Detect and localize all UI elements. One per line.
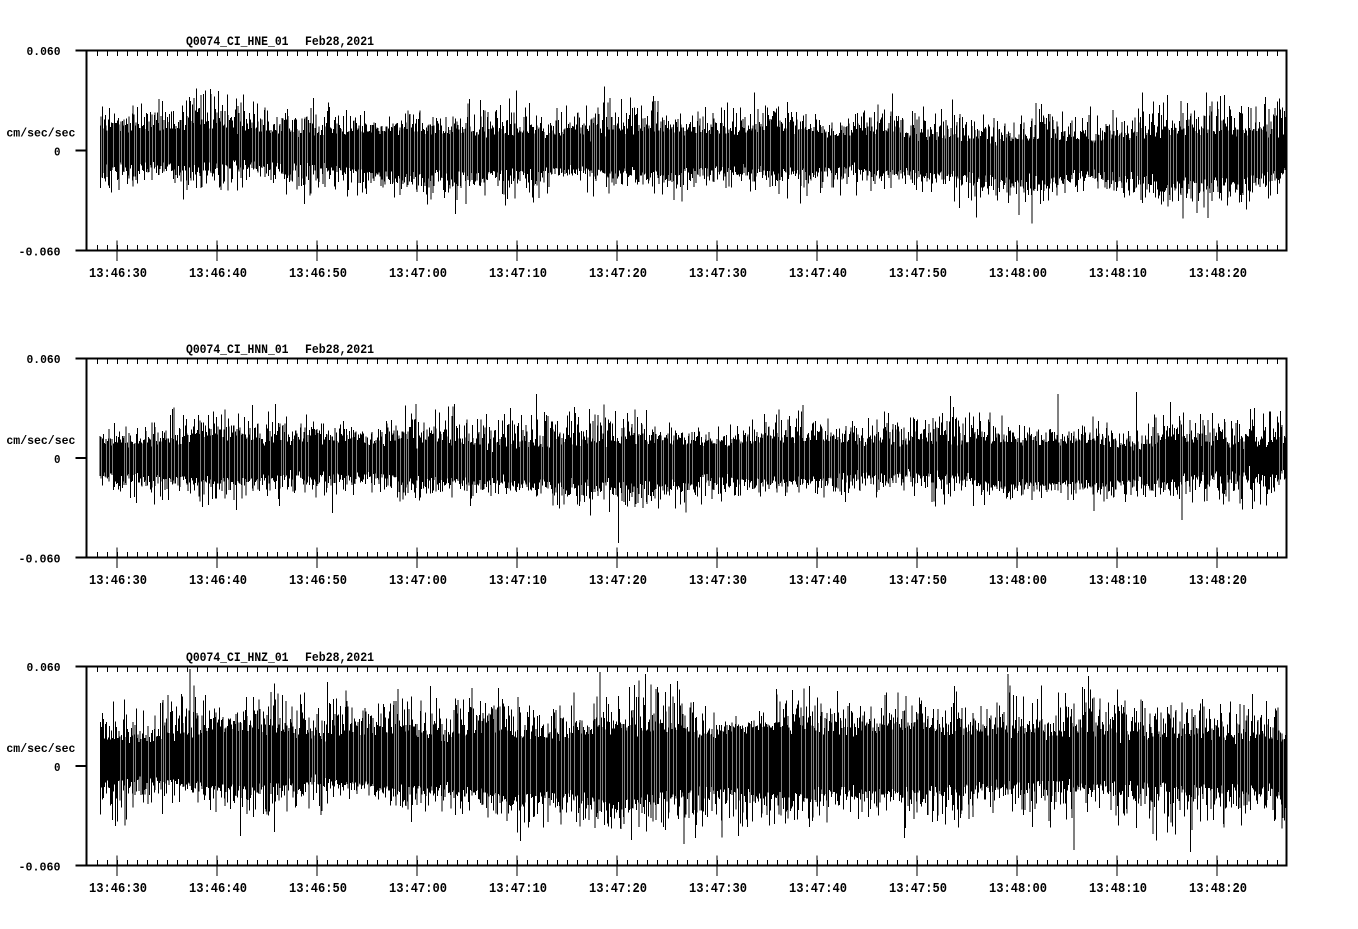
svg-text:0.060: 0.060 [27,45,61,59]
svg-text:13:47:20: 13:47:20 [589,573,647,589]
svg-text:13:48:10: 13:48:10 [1089,881,1147,897]
svg-text:13:47:10: 13:47:10 [489,881,547,897]
svg-text:Feb28,2021: Feb28,2021 [305,650,374,665]
svg-text:13:47:00: 13:47:00 [389,573,447,589]
svg-text:13:47:30: 13:47:30 [689,266,747,282]
svg-text:13:48:20: 13:48:20 [1189,573,1247,589]
svg-text:Q0074_CI_HNE_01: Q0074_CI_HNE_01 [186,34,289,49]
svg-text:13:48:20: 13:48:20 [1189,266,1247,282]
svg-text:13:47:40: 13:47:40 [789,881,847,897]
svg-text:13:47:20: 13:47:20 [589,881,647,897]
svg-text:13:46:40: 13:46:40 [189,881,247,897]
svg-text:13:47:30: 13:47:30 [689,881,747,897]
svg-text:13:47:30: 13:47:30 [689,573,747,589]
svg-text:Feb28,2021: Feb28,2021 [305,34,374,49]
svg-text:cm/sec/sec: cm/sec/sec [6,127,75,141]
svg-text:13:46:30: 13:46:30 [89,573,147,589]
svg-text:Feb28,2021: Feb28,2021 [305,342,374,357]
svg-text:13:47:40: 13:47:40 [789,573,847,589]
svg-text:13:48:10: 13:48:10 [1089,573,1147,589]
svg-text:13:46:40: 13:46:40 [189,573,247,589]
svg-text:0: 0 [54,146,61,160]
svg-text:0: 0 [54,761,61,775]
svg-text:13:47:20: 13:47:20 [589,266,647,282]
svg-text:0.060: 0.060 [27,353,61,367]
svg-text:13:46:30: 13:46:30 [89,266,147,282]
svg-text:13:47:50: 13:47:50 [889,881,947,897]
svg-text:13:48:20: 13:48:20 [1189,881,1247,897]
svg-text:-0.060: -0.060 [19,246,61,260]
svg-text:-0.060: -0.060 [19,861,61,875]
svg-text:Q0074_CI_HNZ_01: Q0074_CI_HNZ_01 [186,650,289,665]
svg-text:13:47:00: 13:47:00 [389,266,447,282]
svg-text:0.060: 0.060 [27,661,61,675]
svg-text:13:48:00: 13:48:00 [989,573,1047,589]
svg-text:-0.060: -0.060 [19,553,61,567]
svg-text:Q0074_CI_HNN_01: Q0074_CI_HNN_01 [186,342,289,357]
svg-text:13:48:10: 13:48:10 [1089,266,1147,282]
svg-text:13:46:50: 13:46:50 [289,266,347,282]
svg-text:13:48:00: 13:48:00 [989,266,1047,282]
svg-text:13:47:40: 13:47:40 [789,266,847,282]
svg-text:13:47:00: 13:47:00 [389,881,447,897]
svg-text:13:46:50: 13:46:50 [289,573,347,589]
svg-text:cm/sec/sec: cm/sec/sec [6,434,75,448]
svg-text:13:48:00: 13:48:00 [989,881,1047,897]
svg-text:13:47:10: 13:47:10 [489,573,547,589]
svg-text:13:47:50: 13:47:50 [889,266,947,282]
svg-text:cm/sec/sec: cm/sec/sec [6,742,75,756]
svg-text:13:46:50: 13:46:50 [289,881,347,897]
svg-text:13:46:40: 13:46:40 [189,266,247,282]
svg-text:0: 0 [54,453,61,467]
svg-text:13:47:10: 13:47:10 [489,266,547,282]
svg-text:13:46:30: 13:46:30 [89,881,147,897]
svg-text:13:47:50: 13:47:50 [889,573,947,589]
